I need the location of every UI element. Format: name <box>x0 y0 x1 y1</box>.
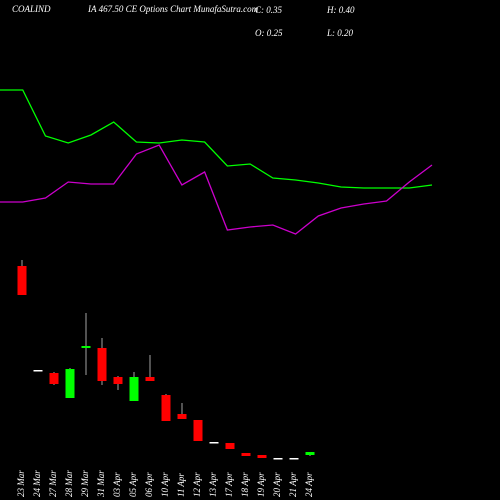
candle-body <box>65 369 75 398</box>
x-tick-label: 29 Mar <box>80 470 90 497</box>
candle-body <box>241 453 251 456</box>
candle-body <box>81 346 91 348</box>
indicator-line <box>0 89 433 189</box>
low-label: L: 0.20 <box>326 28 354 38</box>
x-tick-label: 13 Apr <box>208 472 218 497</box>
x-tick-label: 17 Apr <box>224 472 234 497</box>
candle-body <box>193 420 203 441</box>
open-label: O: 0.25 <box>255 28 283 38</box>
x-tick-label: 20 Apr <box>272 472 282 497</box>
x-tick-label: 05 Apr <box>128 472 138 497</box>
high-label: H: 0.40 <box>326 5 355 15</box>
candle-body <box>97 348 107 381</box>
candle-body <box>177 414 187 419</box>
candle-body <box>273 458 283 460</box>
x-tick-label: 12 Apr <box>192 472 202 497</box>
x-tick-label: 18 Apr <box>240 472 250 497</box>
x-tick-label: 24 Apr <box>304 472 314 497</box>
candle-body <box>33 370 43 372</box>
candle-body <box>17 266 27 295</box>
candle-body <box>289 458 299 460</box>
candle-body <box>129 377 139 401</box>
x-tick-label: 10 Apr <box>160 472 170 497</box>
x-tick-label: 23 Mar <box>16 470 26 497</box>
x-tick-label: 24 Mar <box>32 470 42 497</box>
candle-body <box>145 377 155 381</box>
indicator-line <box>0 144 433 235</box>
candle-body <box>225 443 235 449</box>
x-tick-label: 21 Apr <box>288 472 298 497</box>
candle-body <box>257 455 267 458</box>
candle-body <box>305 452 315 455</box>
candle-body <box>49 373 59 384</box>
candle-body <box>209 442 219 444</box>
x-tick-label: 19 Apr <box>256 472 266 497</box>
chart-title: IA 467.50 CE Options Chart MunafaSutra.c… <box>87 4 259 14</box>
x-tick-label: 11 Apr <box>176 473 186 497</box>
x-tick-label: 28 Mar <box>64 470 74 497</box>
x-tick-label: 27 Mar <box>48 470 58 497</box>
ticker: COALIND <box>12 4 51 14</box>
x-tick-label: 03 Apr <box>112 472 122 497</box>
candle-body <box>113 377 123 384</box>
close-label: C: 0.35 <box>255 5 283 15</box>
candle-body <box>161 395 171 421</box>
x-tick-label: 31 Mar <box>96 470 106 498</box>
x-tick-label: 06 Apr <box>144 472 154 497</box>
